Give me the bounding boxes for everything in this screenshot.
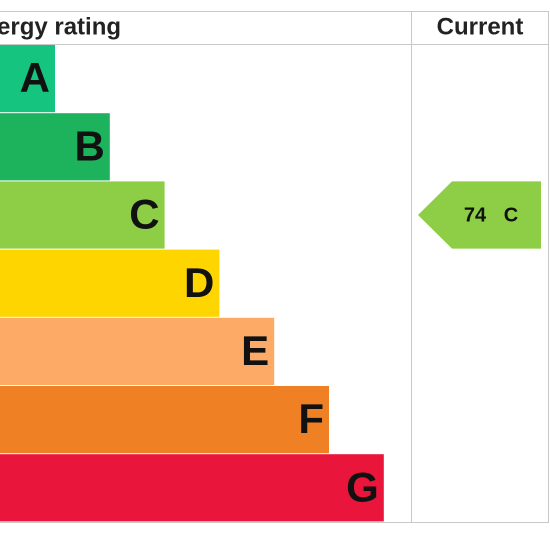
band-letter: C [129, 191, 159, 238]
band-letter: E [241, 327, 269, 374]
band-bar [0, 386, 329, 454]
band-bar [0, 181, 165, 249]
band-letter: A [20, 54, 50, 101]
current-band: C [504, 204, 518, 226]
band-bar [0, 454, 384, 522]
header-current: Current [437, 13, 524, 40]
band-letter: D [184, 259, 214, 306]
band-letter: B [74, 122, 104, 169]
header-title: ergy rating [0, 13, 121, 40]
band-letter: F [298, 395, 324, 442]
band-bar [0, 317, 275, 385]
band-bar [0, 113, 110, 181]
band-letter: G [346, 463, 379, 510]
current-arrow [418, 181, 541, 249]
band-bar [0, 45, 55, 113]
band-bar [0, 249, 220, 317]
current-score: 74 [464, 204, 487, 226]
